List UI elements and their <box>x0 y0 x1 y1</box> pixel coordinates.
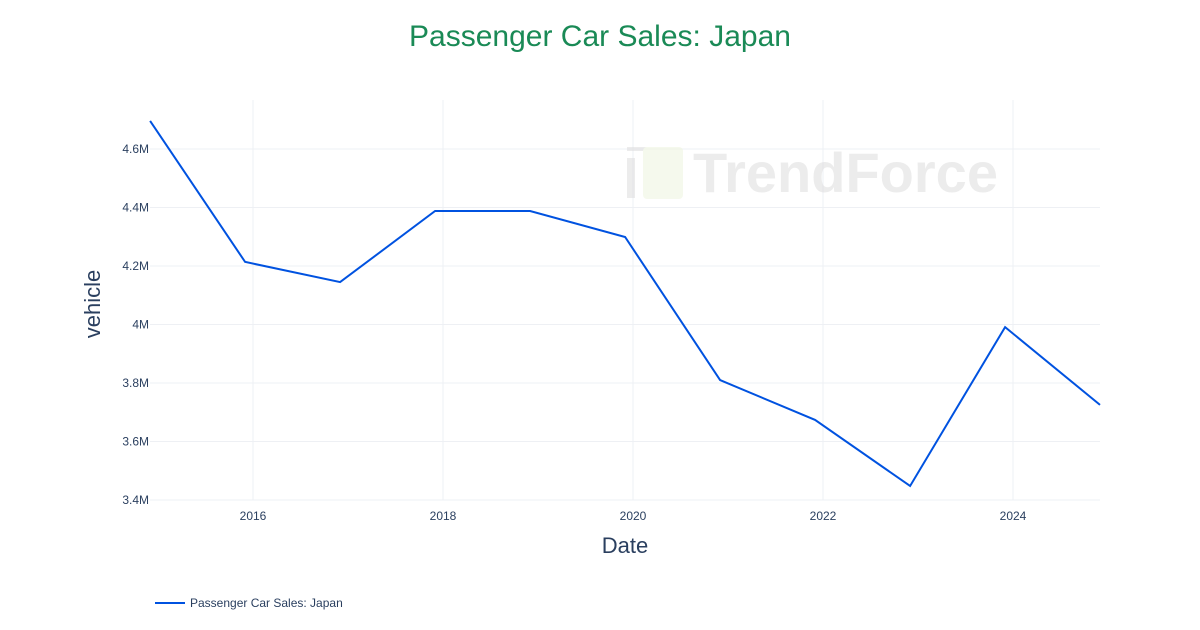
y-tick-label: 4.2M <box>122 259 149 273</box>
y-axis-title: vehicle <box>80 270 105 338</box>
data-point[interactable] <box>527 208 533 214</box>
data-point[interactable] <box>812 417 818 423</box>
legend-label: Passenger Car Sales: Japan <box>190 596 343 610</box>
x-axis-title: Date <box>602 533 648 558</box>
data-point[interactable] <box>622 234 628 240</box>
data-point[interactable] <box>1002 324 1008 330</box>
data-point[interactable] <box>337 279 343 285</box>
x-tick-label: 2018 <box>430 509 457 523</box>
trendforce-watermark-logo: TrendForce <box>627 141 998 204</box>
y-tick-label: 4.4M <box>122 201 149 215</box>
data-point[interactable] <box>1097 402 1103 408</box>
x-tick-label: 2016 <box>240 509 267 523</box>
legend[interactable]: Passenger Car Sales: Japan <box>155 596 343 610</box>
legend-line-swatch <box>155 602 185 604</box>
data-point[interactable] <box>147 118 153 124</box>
chart-title: Passenger Car Sales: Japan <box>409 20 791 53</box>
x-tick-label: 2020 <box>620 509 647 523</box>
data-point[interactable] <box>242 259 248 265</box>
data-point[interactable] <box>717 377 723 383</box>
x-tick-label: 2022 <box>810 509 837 523</box>
data-point[interactable] <box>907 483 913 489</box>
y-tick-label: 3.8M <box>122 376 149 390</box>
data-point[interactable] <box>432 208 438 214</box>
y-tick-label: 3.4M <box>122 493 149 507</box>
svg-text:TrendForce: TrendForce <box>693 141 998 204</box>
series-line <box>149 120 1101 488</box>
y-tick-label: 3.6M <box>122 435 149 449</box>
y-tick-label: 4.6M <box>122 142 149 156</box>
x-tick-label: 2024 <box>1000 509 1027 523</box>
y-tick-label: 4M <box>132 318 149 332</box>
